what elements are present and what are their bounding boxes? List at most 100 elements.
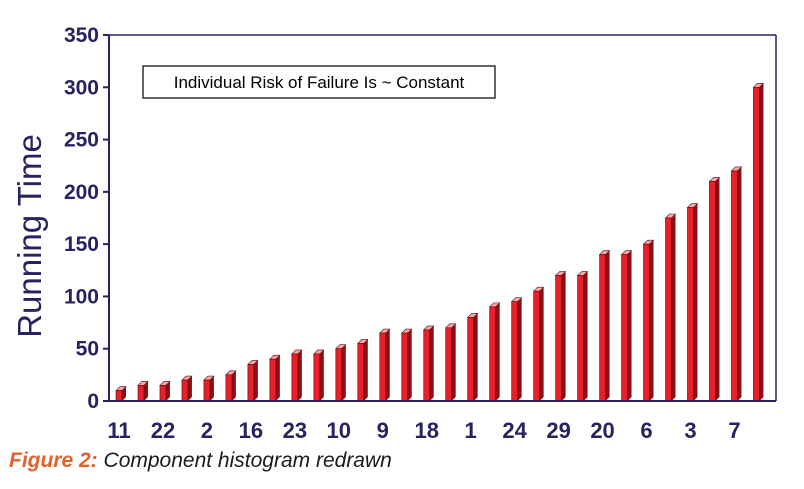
bar bbox=[225, 370, 237, 402]
y-tick-label: 150 bbox=[64, 233, 99, 256]
bar-side bbox=[495, 302, 500, 401]
bar-side bbox=[143, 381, 148, 401]
bar-side bbox=[385, 329, 390, 401]
bar-side bbox=[363, 339, 368, 401]
x-tick-label: 20 bbox=[590, 418, 614, 443]
bar bbox=[313, 349, 325, 402]
bar-side bbox=[341, 344, 346, 401]
bar-side bbox=[737, 166, 742, 401]
bar bbox=[554, 271, 567, 402]
x-tick-label: 16 bbox=[239, 418, 263, 443]
bar-front bbox=[269, 358, 277, 402]
bar-front bbox=[621, 254, 628, 402]
bar-front bbox=[357, 343, 365, 402]
bar-side bbox=[759, 83, 764, 402]
bar-front bbox=[115, 390, 123, 402]
bar-front bbox=[225, 374, 233, 402]
bar-side bbox=[583, 271, 588, 401]
bar bbox=[291, 349, 303, 402]
y-tick-label: 200 bbox=[64, 181, 99, 204]
bar-side bbox=[297, 349, 302, 401]
bar-front bbox=[665, 217, 672, 402]
bar-front bbox=[555, 275, 562, 402]
bar bbox=[379, 328, 391, 402]
bar bbox=[137, 381, 149, 402]
annotation-text: Individual Risk of Failure Is ~ Constant bbox=[174, 73, 465, 92]
bar-front bbox=[577, 275, 584, 402]
bar bbox=[576, 271, 589, 402]
bar-side bbox=[165, 381, 170, 401]
x-tick-label: 22 bbox=[151, 418, 175, 443]
bar-front bbox=[181, 379, 189, 402]
annotation-frame bbox=[142, 65, 496, 99]
bar-front bbox=[423, 329, 431, 402]
bar-front bbox=[753, 86, 760, 402]
bar bbox=[401, 328, 413, 402]
bar-side bbox=[187, 376, 192, 401]
y-axis-label: Running Time bbox=[11, 134, 48, 338]
bar-side bbox=[517, 297, 522, 401]
bar bbox=[159, 381, 171, 402]
x-tick-label: 18 bbox=[414, 418, 438, 443]
bar-side bbox=[539, 287, 544, 401]
bar-front bbox=[401, 332, 409, 402]
bar bbox=[357, 339, 369, 402]
annotation-box: Individual Risk of Failure Is ~ Constant bbox=[142, 65, 496, 99]
bar bbox=[620, 250, 633, 402]
bar-side bbox=[649, 240, 654, 401]
bar bbox=[642, 239, 655, 402]
bar bbox=[203, 375, 215, 402]
bar-side bbox=[561, 271, 566, 401]
bar-front bbox=[489, 306, 496, 402]
x-tick-label: 9 bbox=[377, 418, 389, 443]
x-tick-label: 23 bbox=[283, 418, 307, 443]
bar-side bbox=[231, 370, 236, 401]
x-tick-label: 3 bbox=[684, 418, 696, 443]
bar-side bbox=[429, 325, 434, 401]
y-tick-label: 50 bbox=[76, 338, 99, 361]
bar-front bbox=[533, 290, 540, 402]
x-tick-label: 29 bbox=[546, 418, 570, 443]
y-tick-label: 250 bbox=[64, 129, 99, 152]
x-tick-label: 6 bbox=[640, 418, 652, 443]
y-tick-label: 0 bbox=[87, 390, 99, 413]
bars-group bbox=[115, 82, 765, 402]
x-ticks-group: 11 22 2 16 23 10 9 18 1 24 29 20 6 3 7 bbox=[107, 418, 740, 443]
bar bbox=[247, 360, 259, 402]
bar-side bbox=[122, 386, 126, 401]
bar-front bbox=[203, 379, 211, 402]
x-tick-label: 10 bbox=[327, 418, 351, 443]
bar bbox=[686, 203, 699, 402]
bar bbox=[115, 386, 127, 402]
bar-side bbox=[407, 329, 412, 401]
bar-side bbox=[605, 250, 610, 401]
bar bbox=[335, 344, 347, 402]
bar-side bbox=[275, 355, 280, 401]
y-tick-label: 350 bbox=[64, 24, 99, 47]
bar-side bbox=[209, 376, 214, 401]
bar-side bbox=[627, 250, 632, 401]
bar-front bbox=[445, 327, 453, 402]
caption-text: Component histogram redrawn bbox=[97, 449, 392, 472]
bar-front bbox=[159, 385, 167, 402]
bar-front bbox=[335, 348, 343, 402]
bar-front bbox=[247, 364, 255, 402]
bar bbox=[466, 313, 479, 402]
bar-front bbox=[137, 385, 145, 402]
x-tick-label: 7 bbox=[728, 418, 740, 443]
bar-front bbox=[379, 332, 387, 402]
bar-front bbox=[687, 207, 694, 402]
bar-front bbox=[599, 254, 606, 402]
y-ticks-group: 0 50 100 150 200 250 300 350 bbox=[64, 24, 109, 413]
bar bbox=[181, 375, 193, 402]
caption-label: Figure 2: bbox=[9, 449, 98, 472]
bar bbox=[532, 286, 545, 402]
bar-front bbox=[291, 353, 299, 402]
figure-caption: Figure 2: Component histogram redrawn bbox=[9, 449, 392, 473]
bar-side bbox=[693, 203, 698, 401]
bar bbox=[510, 297, 523, 402]
x-tick-label: 2 bbox=[201, 418, 213, 443]
bar-side bbox=[319, 349, 324, 401]
y-tick-label: 300 bbox=[64, 76, 99, 99]
